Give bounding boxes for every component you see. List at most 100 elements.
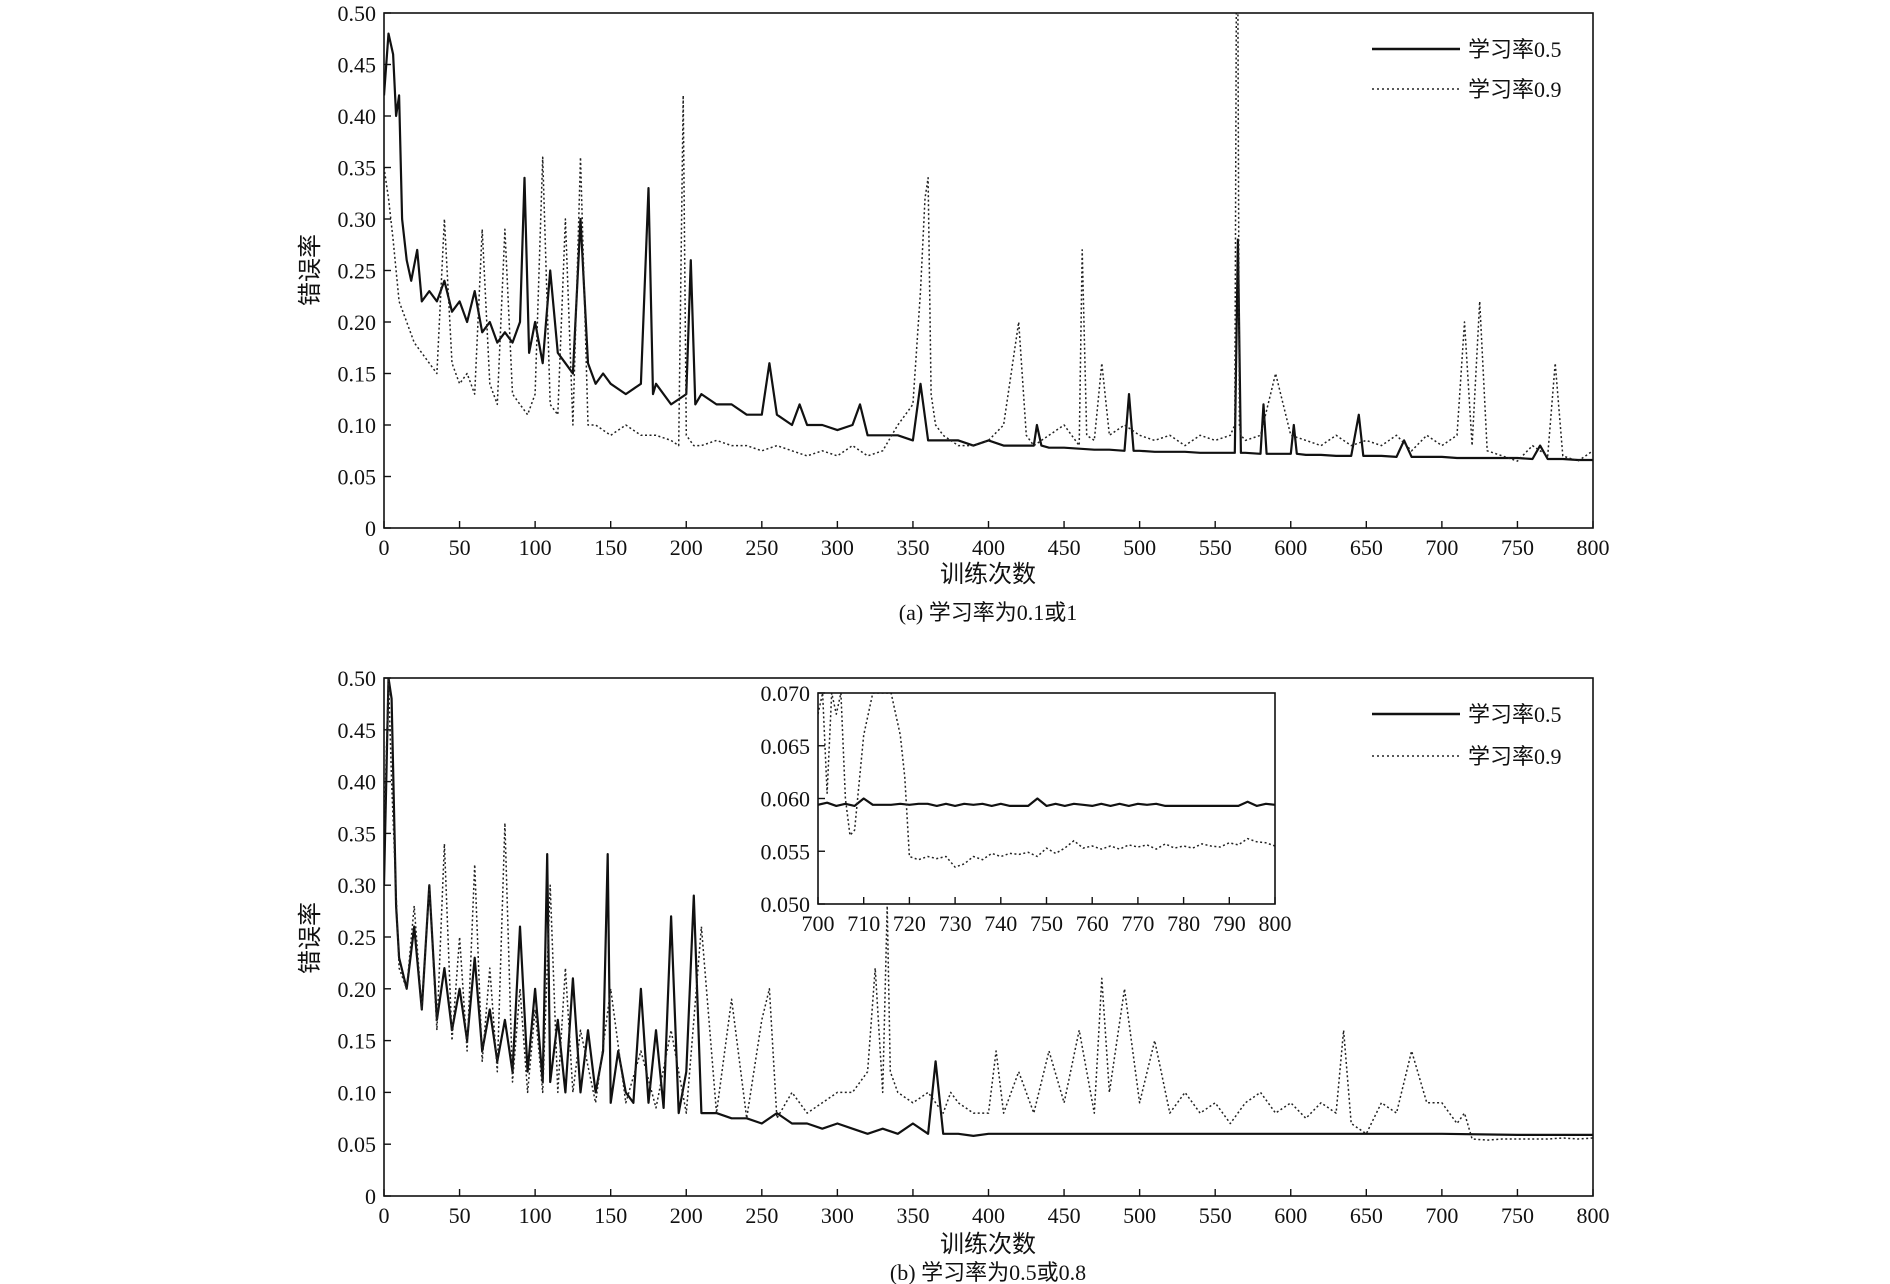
- panel-a-x-tick-label: 500: [1123, 535, 1156, 560]
- panel-a-x-tick-label: 300: [821, 535, 854, 560]
- panel-b-legend-solid-label: 学习率0.5: [1468, 702, 1562, 727]
- panel-b-x-tick-label: 400: [972, 1203, 1005, 1228]
- inset-x-tick-label: 770: [1121, 911, 1154, 936]
- panel-a-legend: 学习率0.5 学习率0.9: [1372, 37, 1562, 102]
- panel-b-x-axis-label: 训练次数: [940, 1231, 1036, 1258]
- panel-b-x-tick-label: 800: [1577, 1203, 1610, 1228]
- panel-a-y-axis-label: 错误率: [297, 234, 324, 306]
- panel-a-x-tick-label: 800: [1577, 535, 1610, 560]
- panel-a-x-tick-label: 450: [1048, 535, 1081, 560]
- panel-b-x-tick-label: 150: [594, 1203, 627, 1228]
- panel-a-x-tick-label: 200: [670, 535, 703, 560]
- inset-x-tick-label: 780: [1167, 911, 1200, 936]
- panel-a-tick-labels: 0 50 100 150 200 250 300 350 400 450 500 550 600 650 7…: [338, 1, 1610, 560]
- panel-b-x-tick-label: 700: [1425, 1203, 1458, 1228]
- panel-a-y-tick-label: 0.30: [338, 207, 377, 232]
- panel-b-legend-dotted-label: 学习率0.9: [1468, 744, 1562, 769]
- inset-x-tick-label: 760: [1076, 911, 1109, 936]
- panel-b-x-tick-label: 650: [1350, 1203, 1383, 1228]
- panel-b-x-tick-label: 200: [670, 1203, 703, 1228]
- inset-y-tick-label: 0.055: [761, 839, 811, 864]
- panel-a-series: [384, 13, 1593, 462]
- inset-x-tick-label: 700: [802, 911, 835, 936]
- panel-b-y-tick-label: 0.30: [338, 873, 377, 898]
- panel-b-x-tick-label: 300: [821, 1203, 854, 1228]
- inset-x-tick-label: 730: [939, 911, 972, 936]
- panel-b-legend: 学习率0.5 学习率0.9: [1372, 702, 1562, 769]
- panel-a-x-tick-label: 100: [519, 535, 552, 560]
- panel-a: 0 50 100 150 200 250 300 350 400 450 500 550 600 650 7…: [297, 1, 1610, 625]
- panel-b-caption: (b) 学习率为0.5或0.8: [890, 1260, 1086, 1284]
- inset-x-tick-label: 720: [893, 911, 926, 936]
- panel-a-x-tick-label: 50: [449, 535, 471, 560]
- panel-a-series-solid-line: [384, 32, 1593, 462]
- panel-a-x-tick-label: 350: [896, 535, 929, 560]
- panel-a-x-tick-label: 750: [1501, 535, 1534, 560]
- panel-b-y-tick-label: 0.35: [338, 821, 377, 846]
- panel-a-plot-frame: [383, 12, 1594, 529]
- panel-b-x-tick-label: 600: [1274, 1203, 1307, 1228]
- panel-a-legend-solid-label: 学习率0.5: [1468, 37, 1562, 62]
- inset-x-tick-label: 800: [1259, 911, 1292, 936]
- panel-b-x-tick-label: 0: [379, 1203, 390, 1228]
- panel-b-y-tick-label: 0.45: [338, 718, 377, 743]
- inset-y-tick-label: 0.060: [761, 787, 811, 812]
- panel-b-series-dotted-line: [384, 678, 1593, 1141]
- panel-b-x-tick-label: 250: [745, 1203, 778, 1228]
- panel-b-x-tick-label: 550: [1199, 1203, 1232, 1228]
- inset-y-tick-label: 0.050: [761, 892, 811, 917]
- panel-a-y-tick-label: 0.35: [338, 156, 377, 181]
- panel-b-y-tick-label: 0.40: [338, 770, 377, 795]
- inset-series-solid-line: [818, 797, 1275, 807]
- inset-plot-frame: [817, 692, 1276, 905]
- panel-b-y-axis-label: 错误率: [297, 902, 324, 974]
- panel-a-x-axis-label: 训练次数: [940, 561, 1036, 588]
- inset-x-tick-label: 750: [1030, 911, 1063, 936]
- panel-b-x-tick-label: 50: [449, 1203, 471, 1228]
- panel-a-x-tick-label: 250: [745, 535, 778, 560]
- panel-b-series-solid-line: [384, 678, 1593, 1137]
- panel-b-x-tick-label: 100: [519, 1203, 552, 1228]
- panel-b-series: [384, 678, 1593, 1141]
- panel-b-tick-labels: 0 50 100 150 200 250 300 350 400 450 500 550 600 650 7…: [338, 666, 1610, 1228]
- panel-b-y-tick-label: 0.15: [338, 1029, 377, 1054]
- inset-x-tick-label: 710: [847, 911, 880, 936]
- inset-x-tick-label: 740: [984, 911, 1017, 936]
- inset-y-tick-label: 0.065: [761, 734, 811, 759]
- inset-ticks: [817, 692, 1276, 905]
- panel-a-x-tick-label: 650: [1350, 535, 1383, 560]
- panel-a-x-tick-label: 700: [1425, 535, 1458, 560]
- panel-b-x-tick-label: 350: [896, 1203, 929, 1228]
- panel-a-x-tick-label: 550: [1199, 535, 1232, 560]
- panel-a-y-tick-label: 0: [365, 516, 376, 541]
- panel-a-x-tick-label: 600: [1274, 535, 1307, 560]
- panel-b-x-tick-label: 750: [1501, 1203, 1534, 1228]
- panel-a-y-tick-label: 0.25: [338, 259, 377, 284]
- panel-b-y-tick-label: 0.20: [338, 977, 377, 1002]
- inset-background: [818, 693, 1275, 904]
- panel-b-x-tick-label: 450: [1048, 1203, 1081, 1228]
- inset-x-tick-label: 790: [1213, 911, 1246, 936]
- inset-tick-labels: 700 710 720 730 740 750 760 770 780 790 800 0.050 0.…: [761, 681, 1292, 936]
- panel-a-x-tick-label: 0: [379, 535, 390, 560]
- panel-a-series-dotted-line: [384, 13, 1593, 462]
- panel-a-y-tick-label: 0.20: [338, 310, 377, 335]
- panel-a-y-tick-label: 0.05: [338, 465, 377, 490]
- panel-b: 0 50 100 150 200 250 300 350 400 450 500 550 600 650 7…: [297, 666, 1610, 1284]
- panel-b-plot-frame: [383, 677, 1594, 1197]
- panel-b-y-tick-label: 0: [365, 1184, 376, 1209]
- panel-b-x-tick-label: 500: [1123, 1203, 1156, 1228]
- panel-a-x-tick-label: 400: [972, 535, 1005, 560]
- panel-a-y-tick-label: 0.10: [338, 413, 377, 438]
- panel-a-y-tick-label: 0.50: [338, 1, 377, 26]
- panel-b-inset: 700 710 720 730 740 750 760 770 780 790 800 0.050 0.…: [761, 681, 1292, 936]
- panel-a-legend-dotted-label: 学习率0.9: [1468, 77, 1562, 102]
- panel-a-caption: (a) 学习率为0.1或1: [899, 600, 1077, 625]
- panel-b-y-tick-label: 0.50: [338, 666, 377, 691]
- panel-b-y-tick-label: 0.05: [338, 1132, 377, 1157]
- panel-a-x-tick-label: 150: [594, 535, 627, 560]
- inset-y-tick-label: 0.070: [761, 681, 811, 706]
- inset-series-dotted-line: [818, 693, 1275, 868]
- panel-a-y-tick-label: 0.45: [338, 53, 377, 78]
